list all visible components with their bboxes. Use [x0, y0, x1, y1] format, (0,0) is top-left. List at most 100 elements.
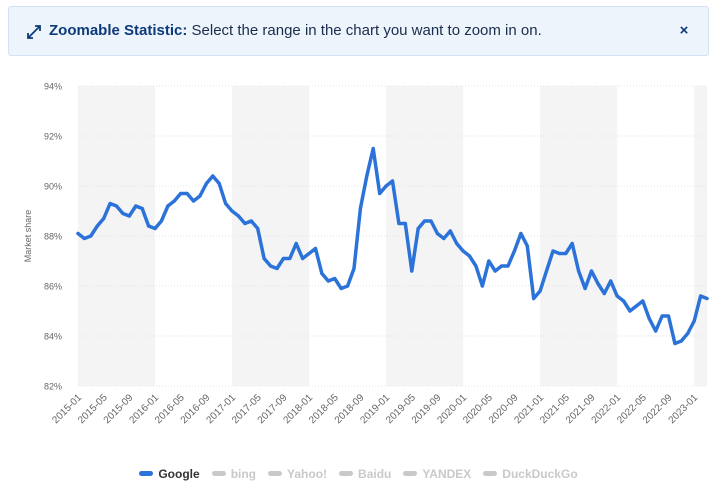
banner-text: Zoomable Statistic: Select the range in …	[49, 7, 542, 55]
legend-item[interactable]: DuckDuckGo	[483, 466, 578, 481]
data-point	[435, 231, 440, 236]
data-point	[224, 201, 228, 206]
data-point	[647, 316, 651, 321]
data-point	[140, 206, 144, 211]
data-point	[256, 226, 260, 231]
data-point	[179, 191, 183, 196]
data-point	[89, 234, 93, 238]
data-point	[134, 204, 138, 208]
data-point	[108, 201, 112, 206]
data-point	[217, 181, 221, 186]
data-point	[301, 256, 305, 261]
legend-item[interactable]: YANDEX	[403, 467, 471, 481]
data-point	[602, 291, 606, 296]
data-point	[660, 314, 664, 318]
data-point	[102, 216, 106, 221]
data-point	[185, 191, 189, 196]
data-point	[95, 224, 99, 228]
data-point	[519, 231, 523, 236]
data-point	[198, 194, 202, 198]
data-point	[589, 269, 594, 273]
y-tick-label: 84%	[44, 332, 62, 342]
legend-marker-icon	[483, 471, 498, 477]
legend-item[interactable]: bing	[211, 467, 256, 481]
data-point	[333, 276, 337, 281]
expand-icon	[27, 25, 41, 39]
x-tick-label: 2023-01	[667, 392, 701, 426]
data-point	[82, 236, 87, 241]
data-point	[326, 279, 330, 283]
data-point	[634, 304, 638, 308]
data-point	[390, 179, 395, 183]
data-point	[461, 249, 465, 253]
data-point	[384, 184, 388, 188]
legend-label: Google	[158, 466, 200, 481]
legend-label: YANDEX	[422, 466, 472, 481]
legend-marker-icon	[268, 471, 283, 477]
data-point	[679, 339, 683, 343]
close-icon[interactable]: ×	[679, 22, 689, 39]
data-point	[698, 294, 703, 298]
data-point	[371, 146, 375, 151]
y-tick-label: 90%	[44, 182, 62, 192]
line-chart[interactable]: 82%84%86%88%90%92%94%Market share2015-01…	[0, 60, 717, 464]
data-point	[577, 269, 581, 273]
data-point	[705, 296, 709, 301]
legend-marker-icon	[339, 471, 354, 477]
data-point	[641, 299, 645, 303]
data-point	[538, 289, 542, 293]
data-point	[288, 256, 292, 261]
data-point	[191, 199, 196, 203]
data-point	[410, 269, 414, 273]
legend-label: Yahoo!	[287, 466, 328, 481]
data-point	[474, 264, 478, 268]
legend-label: Baidu	[358, 466, 392, 481]
data-point	[551, 249, 555, 253]
data-point	[76, 231, 80, 236]
legend-marker-icon	[211, 471, 226, 477]
data-point	[147, 224, 151, 228]
legend-item[interactable]: Baidu	[339, 467, 391, 481]
legend-marker-icon	[403, 471, 418, 477]
data-point	[378, 191, 382, 196]
year-band	[540, 86, 618, 386]
data-point	[512, 249, 517, 253]
data-point	[692, 319, 696, 323]
data-point	[211, 174, 215, 178]
data-point	[345, 284, 350, 288]
legend-label: DuckDuckGo	[502, 466, 578, 481]
data-point	[448, 229, 452, 233]
data-point	[397, 221, 401, 226]
data-point	[532, 296, 536, 301]
data-point	[121, 211, 125, 216]
data-point	[493, 269, 497, 273]
data-point	[230, 209, 234, 213]
data-point	[159, 219, 164, 223]
data-point	[455, 241, 459, 246]
data-point	[262, 256, 266, 261]
data-point	[339, 286, 343, 291]
banner-title: Zoomable Statistic:	[49, 22, 188, 39]
data-point	[621, 299, 626, 303]
data-point	[166, 204, 170, 208]
data-point	[500, 264, 504, 268]
data-point	[358, 206, 363, 211]
data-point	[442, 236, 446, 241]
data-point	[403, 221, 407, 226]
data-point	[127, 214, 131, 218]
data-point	[609, 279, 613, 283]
data-point	[654, 329, 658, 333]
data-point	[243, 221, 247, 226]
legend-item[interactable]: Yahoo!	[268, 467, 327, 481]
data-point	[628, 309, 632, 313]
y-tick-label: 82%	[44, 382, 62, 392]
chart-legend: Google bing Yahoo! Baidu YANDEX DuckDuckGo	[0, 466, 717, 484]
data-point	[172, 199, 176, 203]
data-point	[557, 251, 561, 256]
data-point	[525, 244, 529, 248]
data-point	[153, 226, 157, 231]
data-point	[480, 284, 484, 288]
legend-item[interactable]: Google	[139, 466, 200, 481]
data-point	[422, 219, 427, 223]
data-point	[281, 256, 285, 261]
